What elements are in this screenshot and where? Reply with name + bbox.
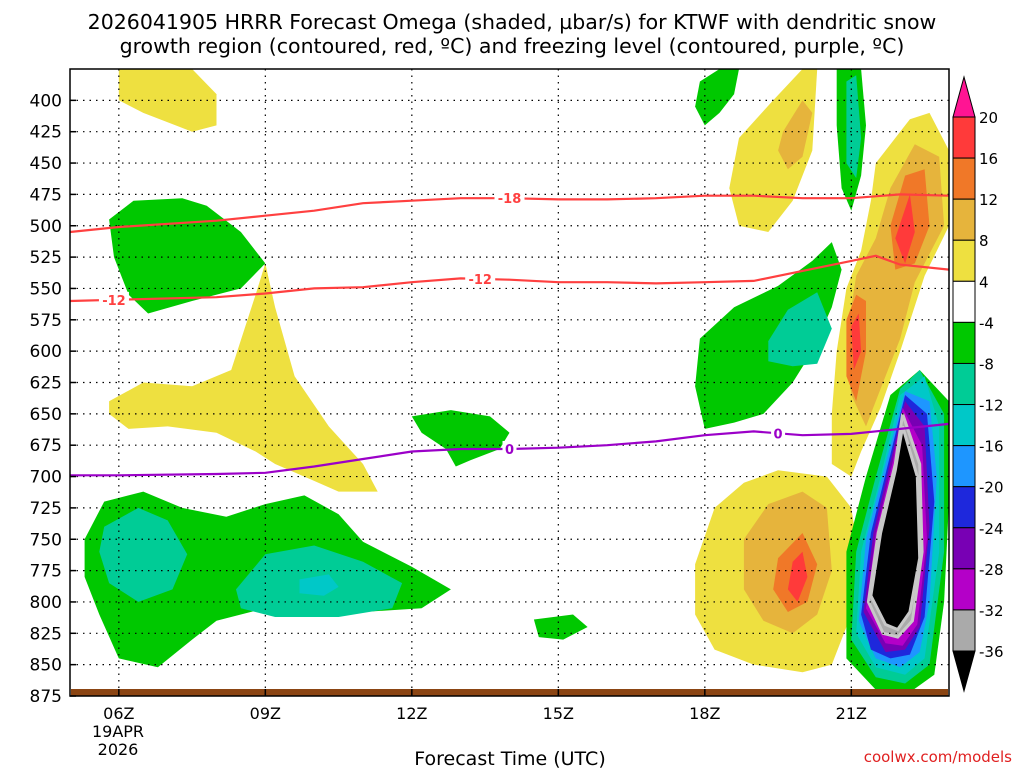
colorbar-swatch-1 <box>952 157 976 200</box>
terrain-strip <box>71 689 948 696</box>
omega-region-1 <box>109 263 378 492</box>
contour-label-1-1: -12 <box>468 273 492 288</box>
y-tick-label-400: 400 <box>30 91 62 111</box>
colorbar-swatch-5 <box>952 321 976 364</box>
y-tick-label-675: 675 <box>30 436 62 456</box>
colorbar-swatch-4 <box>952 280 976 323</box>
colorbar-bottom-arrow <box>952 650 976 693</box>
colorbar-label-5: -4 <box>979 314 994 332</box>
contour-label-0-0: -18 <box>498 192 522 207</box>
y-tick-label-650: 650 <box>30 405 62 425</box>
y-tick-label-575: 575 <box>30 311 62 331</box>
colorbar-label-7: -12 <box>979 397 1004 415</box>
colorbar-swatch-10 <box>952 527 976 570</box>
y-tick-label-475: 475 <box>30 185 62 205</box>
credit-text: coolwx.com/models <box>864 748 1012 766</box>
x-tick-label-06Z: 06Z <box>103 704 134 723</box>
y-tick-label-800: 800 <box>30 593 62 613</box>
y-tick-label-700: 700 <box>30 468 62 488</box>
y-tick-label-875: 875 <box>30 687 62 707</box>
x-tick-label-21Z: 21Z <box>836 704 867 723</box>
contour-label-bg-2-0 <box>502 440 517 456</box>
colorbar-label-11: -28 <box>979 561 1004 579</box>
omega-region-7 <box>411 410 510 467</box>
colorbar-top-arrow <box>952 75 976 118</box>
y-tick-label-425: 425 <box>30 123 62 143</box>
colorbar-swatch-2 <box>952 198 976 241</box>
pressure-axis: 400 425 450 475 500 525 550 575 600 625 650 675 700 7… <box>30 91 76 707</box>
colorbar-label-4: 4 <box>979 273 989 291</box>
omega-region-15 <box>778 100 813 170</box>
y-tick-label-450: 450 <box>30 154 62 174</box>
contour-label-bg-1-0 <box>98 291 129 307</box>
colorbar-swatch-3 <box>952 239 976 282</box>
colorbar-label-12: -32 <box>979 602 1004 620</box>
omega-region-20 <box>851 313 862 370</box>
omega-region-4 <box>99 507 188 602</box>
omega-region-34 <box>869 425 922 632</box>
contour-label-bg-2-1 <box>771 425 786 441</box>
colorbar-swatch-9 <box>952 486 976 529</box>
colorbar-label-6: -8 <box>979 355 994 373</box>
colorbar-label-8: -16 <box>979 438 1004 456</box>
omega-region-2 <box>109 198 266 314</box>
x-axis-label: Forecast Time (UTC) <box>414 748 605 768</box>
omega-region-21 <box>895 194 915 264</box>
colorbar-label-0: 20 <box>979 109 998 127</box>
y-tick-label-600: 600 <box>30 342 62 362</box>
colorbar-label-3: 8 <box>979 232 989 250</box>
x-tick-label-09Z: 09Z <box>250 704 281 723</box>
y-tick-label-625: 625 <box>30 374 62 394</box>
colorbar-swatch-12 <box>952 609 976 652</box>
y-tick-label-525: 525 <box>30 248 62 268</box>
colorbar-swatch-8 <box>952 445 976 488</box>
contour-label-2-0: 0 <box>505 443 514 458</box>
chart-title-line-1: 2026041905 HRRR Forecast Omega (shaded, … <box>88 10 937 34</box>
colorbar-label-13: -36 <box>979 643 1004 661</box>
omega-region-25 <box>787 551 808 602</box>
colorbar-label-2: 12 <box>979 191 998 209</box>
contour-line-2 <box>70 422 950 477</box>
omega-region-14 <box>729 69 818 232</box>
colorbar-label-1: 16 <box>979 150 998 168</box>
contour-label-bg-0-0 <box>494 190 525 206</box>
colorbar-swatch-0 <box>952 116 976 159</box>
contour-line-1 <box>69 254 950 303</box>
contour-line-0 <box>69 193 950 234</box>
colorbar-label-10: -24 <box>979 520 1004 538</box>
omega-region-9 <box>695 69 739 126</box>
colorbar: 20 16 12 8 4 -4 -8 -12 -16 -20 -24 -28 -32 -36 <box>952 75 1004 693</box>
colorbar-swatch-6 <box>952 362 976 406</box>
time-axis: 06Z 09Z 12Z 15Z 18Z 21Z <box>103 689 867 723</box>
omega-region-6 <box>299 574 339 596</box>
y-tick-label-825: 825 <box>30 624 62 644</box>
chart-title-line-2: growth region (contoured, red, ºC) and f… <box>120 34 905 58</box>
omega-region-13 <box>846 75 862 179</box>
x-tick-label-12Z: 12Z <box>396 704 427 723</box>
y-tick-label-750: 750 <box>30 530 62 550</box>
y-tick-label-725: 725 <box>30 499 62 519</box>
contour-label-2-1: 0 <box>774 427 783 442</box>
y-tick-label-550: 550 <box>30 279 62 299</box>
colorbar-swatch-11 <box>952 568 976 611</box>
colorbar-swatch-7 <box>952 404 976 447</box>
omega-region-11 <box>768 292 832 367</box>
date-label-day: 19APR <box>92 722 144 741</box>
y-tick-label-850: 850 <box>30 656 62 676</box>
contour-label-1-0: -12 <box>102 294 126 309</box>
omega-region-8 <box>533 614 588 640</box>
contour-label-bg-1-1 <box>465 270 496 286</box>
y-tick-label-775: 775 <box>30 562 62 582</box>
colorbar-label-9: -20 <box>979 479 1004 497</box>
plot-area: -18 -12 -12 0 0 <box>69 69 950 696</box>
x-tick-label-18Z: 18Z <box>689 704 720 723</box>
y-tick-label-500: 500 <box>30 217 62 237</box>
date-label-year: 2026 <box>98 740 139 759</box>
x-tick-label-15Z: 15Z <box>543 704 574 723</box>
